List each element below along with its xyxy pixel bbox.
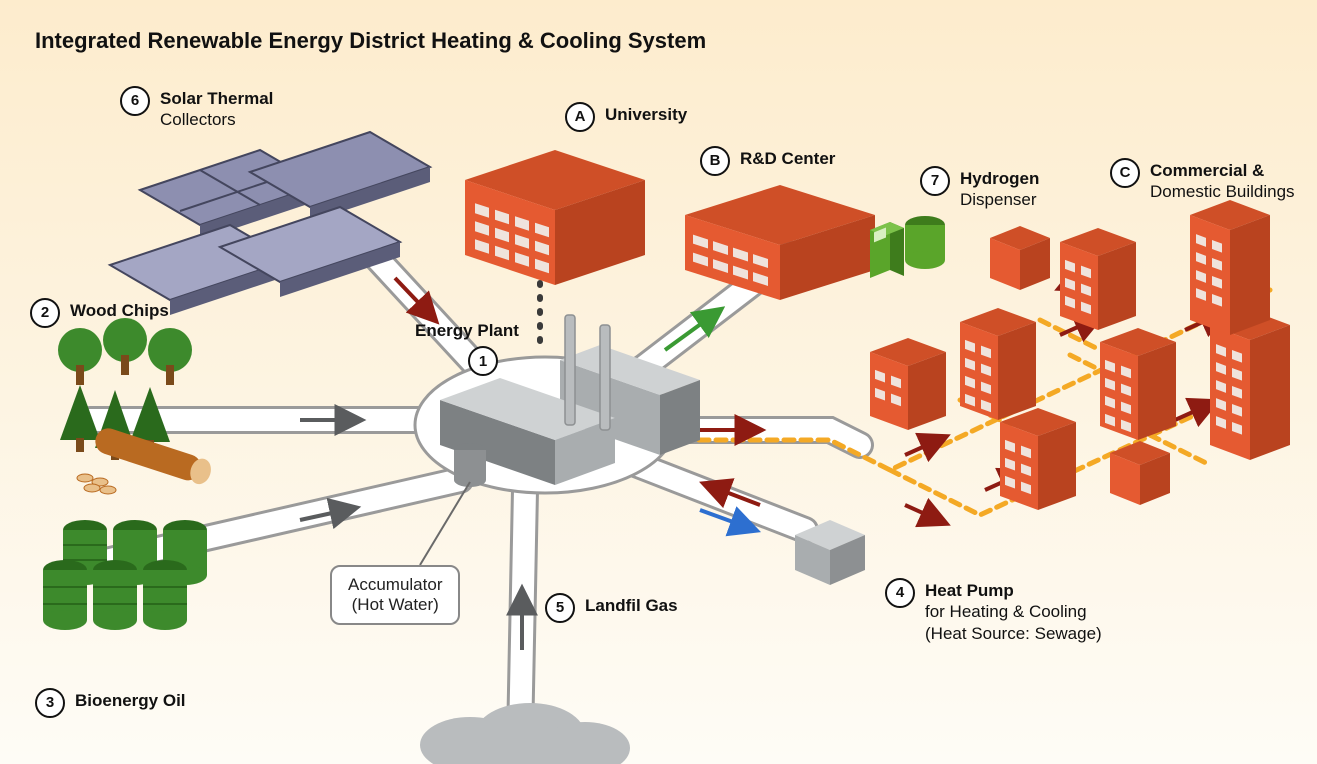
label-buildings: C Commercial &Domestic Buildings <box>1110 160 1295 203</box>
label-university: AUniversity <box>565 104 687 134</box>
roads <box>90 240 860 740</box>
badge-energyplant: 1 <box>468 346 498 376</box>
solar-icon <box>110 132 430 315</box>
city-icon <box>870 200 1290 510</box>
label-energyplant: Energy Plant <box>415 320 519 341</box>
page-title: Integrated Renewable Energy District Hea… <box>35 28 706 54</box>
district-pipes <box>665 290 1270 515</box>
university-icon <box>465 150 645 285</box>
heat-pump-icon <box>795 520 865 585</box>
hub-ellipse <box>415 357 675 493</box>
label-solar: 6 Solar ThermalCollectors <box>120 88 273 131</box>
wood-chips-icon <box>58 318 214 494</box>
label-heatpump: 4 Heat Pump for Heating & Cooling (Heat … <box>885 580 1102 644</box>
rnd-icon <box>685 185 875 300</box>
label-woodchips: 2Wood Chips <box>30 300 169 330</box>
energy-plant-icon <box>420 315 700 565</box>
label-landfill: 5Landfil Gas <box>545 595 678 625</box>
barrels-icon <box>43 520 207 630</box>
label-bioenergy: 3Bioenergy Oil <box>35 690 186 720</box>
label-rnd: BR&D Center <box>700 148 835 178</box>
hydrogen-icon <box>870 216 945 278</box>
callout-accumulator: Accumulator (Hot Water) <box>330 565 460 625</box>
cloud-icon <box>420 703 630 764</box>
label-hydrogen: 7 HydrogenDispenser <box>920 168 1039 211</box>
